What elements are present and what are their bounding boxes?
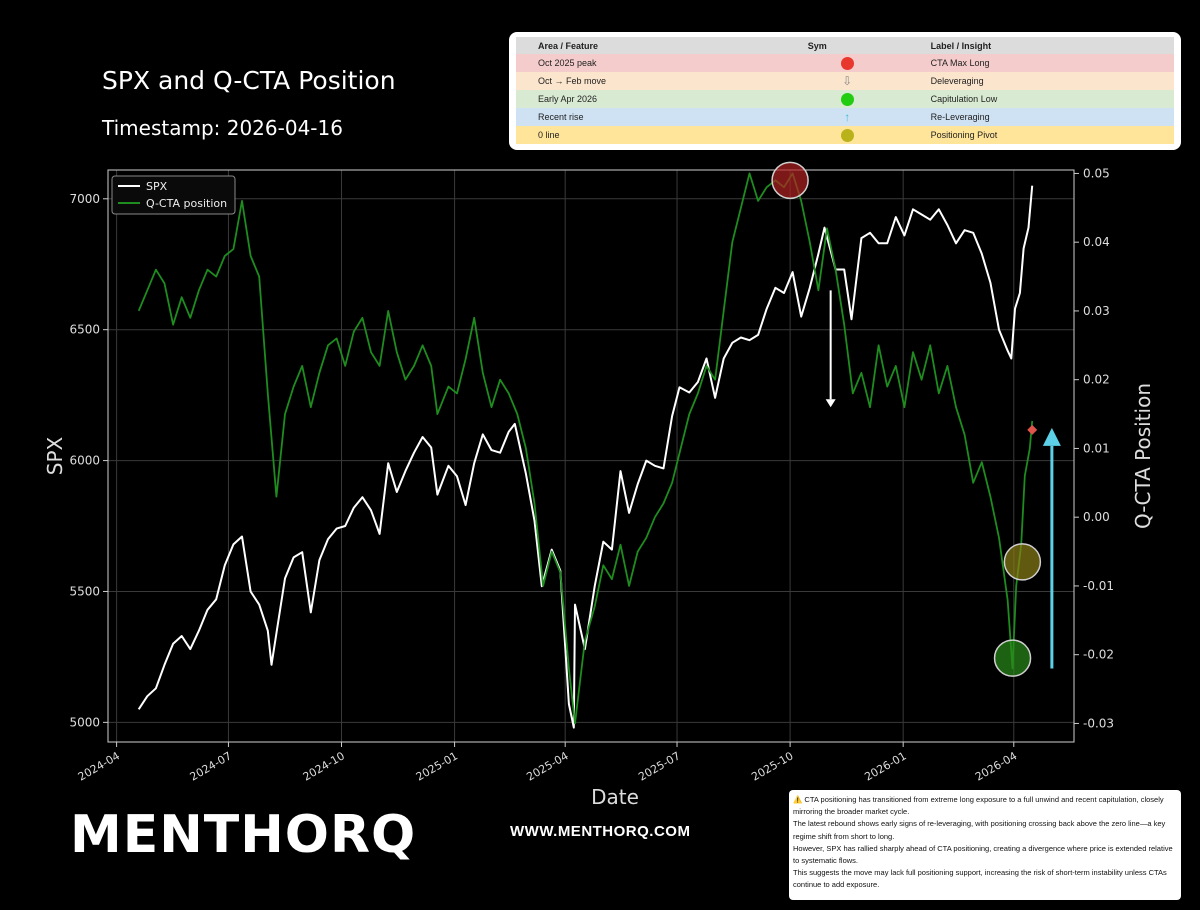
x-tick-label: 2026-04 — [973, 749, 1019, 783]
y-right-tick-label: 0.01 — [1083, 441, 1110, 455]
note-line: The latest rebound shows early signs of … — [793, 819, 1166, 841]
table-row: 0 line Positioning Pivot — [516, 126, 1174, 144]
table-cell-area: Oct 2025 peak — [538, 58, 597, 68]
x-tick-label: 2025-01 — [414, 749, 460, 783]
table-cell-sym — [786, 126, 909, 144]
y-left-axis-label: SPX — [43, 436, 67, 475]
timestamp-label: Timestamp: 2026-04-16 — [102, 116, 343, 140]
q-cta-position-line — [137, 172, 1034, 725]
x-tick-label: 2025-10 — [749, 749, 795, 783]
analysis-note: ⚠️ CTA positioning has transitioned from… — [789, 790, 1181, 900]
table-row: Early Apr 2026 Capitulation Low — [516, 90, 1174, 108]
legend-label: Q-CTA position — [146, 197, 227, 210]
table-header-area: Area / Feature — [516, 37, 786, 54]
y-right-tick-label: -0.02 — [1083, 648, 1114, 662]
chart-legend-box — [111, 175, 236, 215]
olive-circle-icon — [840, 128, 854, 142]
red-circle-icon — [840, 56, 854, 70]
table-cell-label: Deleveraging — [930, 76, 984, 86]
table-cell-sym — [786, 90, 909, 108]
table-row: Recent rise ↑ Re-Leveraging — [516, 108, 1174, 126]
y-right-axis-label: Q-CTA Position — [1131, 383, 1155, 529]
x-tick-label: 2025-07 — [636, 749, 682, 783]
annotation-circle — [771, 161, 809, 200]
spx-line — [137, 185, 1034, 729]
y-right-tick-label: -0.01 — [1083, 579, 1114, 593]
y-right-tick-label: -0.03 — [1083, 716, 1114, 730]
y-right-tick-label: 0.02 — [1083, 373, 1110, 387]
trend-arrow-head — [825, 399, 836, 408]
x-tick-label: 2024-07 — [188, 749, 234, 783]
y-left-tick-label: 5500 — [69, 584, 100, 598]
y-left-tick-label: 7000 — [69, 192, 100, 206]
x-tick-label: 2024-04 — [76, 749, 122, 783]
table-cell-area: Recent rise — [538, 112, 584, 122]
insight-table: Area / Feature Sym Label / Insight Oct 2… — [509, 32, 1181, 150]
legend-label: SPX — [146, 180, 168, 193]
table-cell-label: Re-Leveraging — [930, 112, 990, 122]
table-header-row: Area / Feature Sym Label / Insight — [516, 37, 1174, 54]
up-arrow-icon: ↑ — [844, 110, 851, 124]
table-cell-label: Capitulation Low — [930, 94, 998, 104]
x-tick-label: 2024-10 — [301, 749, 347, 783]
note-line: This suggests the move may lack full pos… — [793, 868, 1167, 890]
y-right-tick-label: 0.05 — [1083, 166, 1110, 180]
chart-title: SPX and Q-CTA Position — [102, 66, 396, 95]
table-cell-area: 0 line — [538, 130, 560, 140]
table-cell-sym: ↑ — [786, 108, 909, 126]
table-cell-sym: ⇩ — [786, 72, 909, 90]
x-tick-label: 2025-04 — [524, 749, 570, 783]
x-tick-label: 2026-01 — [862, 749, 908, 783]
annotation-circle — [1003, 543, 1042, 581]
table-cell-area: Oct → Feb move — [538, 76, 607, 86]
table-cell-label: CTA Max Long — [930, 58, 990, 68]
y-right-tick-label: 0.00 — [1083, 510, 1110, 524]
x-axis-label: Date — [591, 785, 639, 809]
table-cell-label: Positioning Pivot — [930, 130, 998, 140]
trend-arrow-head — [1042, 427, 1061, 446]
green-circle-icon — [840, 92, 854, 106]
table-row: Oct 2025 peak CTA Max Long — [516, 54, 1174, 72]
note-line: ⚠️ CTA positioning has transitioned from… — [793, 795, 1164, 817]
down-arrow-icon: ⇩ — [842, 74, 853, 88]
y-left-tick-label: 6500 — [69, 323, 100, 337]
table-cell-sym — [786, 54, 909, 72]
y-left-tick-label: 5000 — [69, 715, 100, 729]
y-right-tick-label: 0.03 — [1083, 304, 1110, 318]
annotation-circle — [993, 639, 1032, 677]
y-left-tick-label: 6000 — [69, 454, 100, 468]
table-row: Oct → Feb move ⇩ Deleveraging — [516, 72, 1174, 90]
table-header-sym: Sym — [785, 37, 909, 54]
website-url: WWW.MENTHORQ.COM — [510, 823, 691, 840]
menthorq-logo: MENTHORQ — [70, 805, 417, 865]
table-header-label: Label / Insight — [908, 37, 1174, 54]
table-cell-area: Early Apr 2026 — [538, 94, 598, 104]
y-right-tick-label: 0.04 — [1083, 235, 1110, 249]
plot-frame — [107, 169, 1075, 743]
note-line: However, SPX has rallied sharply ahead o… — [793, 843, 1173, 866]
latest-value-marker — [1027, 424, 1038, 435]
